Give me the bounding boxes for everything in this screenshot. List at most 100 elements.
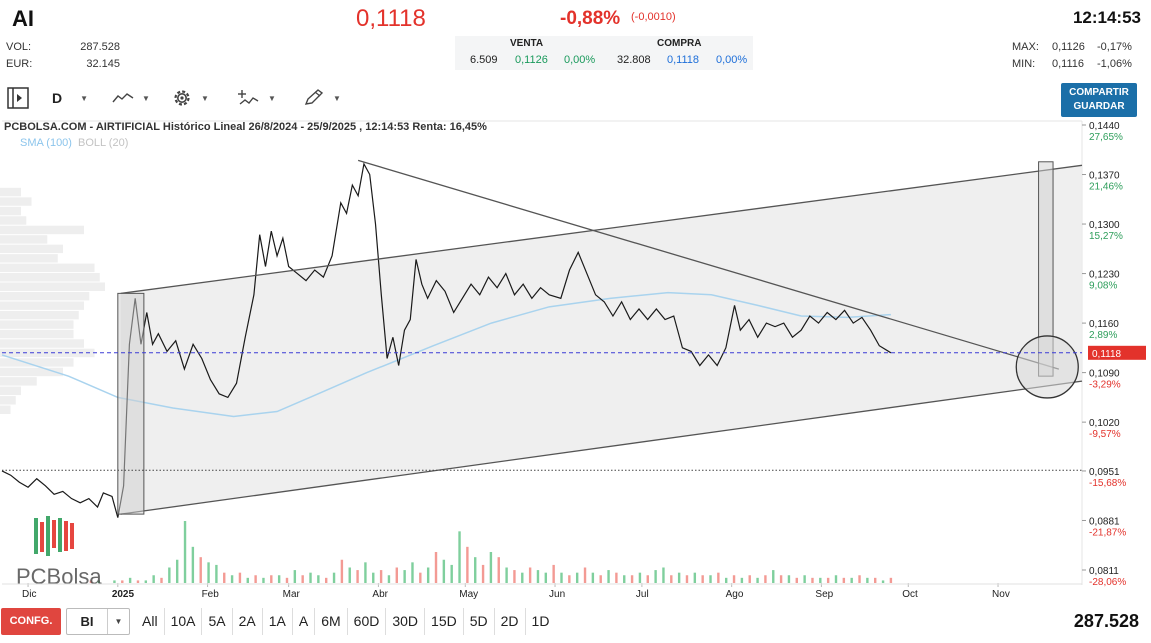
buy-price: 0,1118 bbox=[667, 54, 700, 66]
range-button-5d[interactable]: 5D bbox=[464, 608, 495, 635]
y-tick-percent: 15,27% bbox=[1089, 231, 1123, 242]
share-label: COMPARTIR bbox=[1069, 87, 1129, 98]
y-tick-price: 0,1300 bbox=[1089, 220, 1120, 231]
volume-bar bbox=[121, 580, 124, 583]
volume-bar bbox=[874, 577, 877, 583]
interval-select[interactable]: BI ▼ bbox=[66, 608, 130, 635]
volume-bar bbox=[340, 559, 344, 583]
volume-bar bbox=[638, 572, 642, 583]
volume-bar bbox=[748, 575, 751, 583]
channel-area bbox=[120, 165, 1082, 515]
watermark-candle bbox=[70, 523, 74, 549]
y-tick-percent: -3,29% bbox=[1089, 380, 1121, 391]
range-button-60d[interactable]: 60D bbox=[348, 608, 387, 635]
range-button-all[interactable]: All bbox=[136, 608, 165, 635]
drawing-tools-selector[interactable]: ▼ bbox=[303, 87, 341, 109]
chevron-down-icon: ▼ bbox=[333, 93, 341, 103]
line-chart-icon bbox=[112, 93, 134, 103]
volume-profile-bar bbox=[0, 244, 63, 254]
config-button[interactable]: CONFG. bbox=[1, 608, 61, 635]
min-percent: -1,06% bbox=[1097, 58, 1132, 70]
volume-bar bbox=[834, 575, 838, 583]
indicators-selector[interactable]: ▼ bbox=[238, 87, 276, 109]
volume-bar bbox=[364, 562, 367, 583]
volume-bar bbox=[858, 575, 861, 583]
volume-bar bbox=[575, 572, 579, 583]
x-tick-label: Feb bbox=[202, 589, 220, 600]
range-button-5a[interactable]: 5A bbox=[202, 608, 233, 635]
volume-bar bbox=[772, 570, 775, 583]
x-tick-label: Mar bbox=[283, 589, 301, 600]
volume-bar bbox=[293, 570, 297, 583]
max-percent: -0,17% bbox=[1097, 41, 1132, 53]
toggle-panel-button[interactable] bbox=[7, 87, 29, 109]
range-button-a[interactable]: A bbox=[293, 608, 316, 635]
change-percent: -0,88% bbox=[560, 8, 621, 29]
chevron-down-icon: ▼ bbox=[142, 93, 150, 103]
volume-bar bbox=[246, 577, 249, 583]
volume-bar bbox=[458, 531, 461, 583]
trend-channel bbox=[120, 165, 1082, 515]
volume-bar bbox=[270, 575, 273, 583]
price-line bbox=[1, 162, 892, 518]
range-button-30d[interactable]: 30D bbox=[386, 608, 426, 635]
volume-bar bbox=[544, 572, 548, 583]
volume-bar bbox=[356, 570, 359, 583]
volume-bar bbox=[144, 580, 148, 583]
volume-bar bbox=[599, 575, 602, 583]
volume-bar bbox=[489, 552, 493, 583]
volume-bar bbox=[175, 559, 179, 583]
range-button-10a[interactable]: 10A bbox=[165, 608, 203, 635]
range-button-2a[interactable]: 2A bbox=[233, 608, 263, 635]
volume-bar bbox=[630, 575, 634, 583]
volume-bar bbox=[466, 546, 469, 583]
range-button-2d[interactable]: 2D bbox=[495, 608, 526, 635]
volume-bar bbox=[560, 572, 563, 583]
y-tick-price: 0,1370 bbox=[1089, 171, 1120, 182]
range-button-1d[interactable]: 1D bbox=[531, 613, 550, 629]
volume-profile-bar bbox=[0, 396, 16, 405]
y-tick-percent: -15,68% bbox=[1089, 478, 1126, 489]
share-save-button[interactable]: COMPARTIR GUARDAR bbox=[1061, 83, 1137, 117]
y-tick-price: 0,1020 bbox=[1089, 418, 1120, 429]
boll-legend: BOLL (20) bbox=[78, 137, 129, 149]
watermark-candle bbox=[64, 521, 68, 551]
volume-bar bbox=[881, 580, 885, 583]
volume-bar bbox=[426, 567, 430, 583]
volume-profile-bar bbox=[0, 206, 21, 216]
y-tick-price: 0,1160 bbox=[1089, 319, 1119, 330]
volume-bar bbox=[646, 575, 649, 583]
y-tick-price: 0,0881 bbox=[1089, 516, 1120, 527]
volume-bar bbox=[701, 575, 704, 583]
volume-bar bbox=[411, 562, 414, 583]
x-tick-label: 2025 bbox=[112, 589, 135, 600]
range-button-6m[interactable]: 6M bbox=[315, 608, 348, 635]
x-tick-label: May bbox=[459, 589, 478, 600]
chart-type-selector[interactable]: ▼ bbox=[112, 87, 150, 109]
period-selector[interactable]: D ▼ bbox=[52, 87, 88, 109]
x-tick-label: Jul bbox=[636, 589, 649, 600]
volume-profile-bar bbox=[0, 320, 74, 329]
volume-profile-bar bbox=[0, 367, 63, 377]
channel-upper-line bbox=[120, 164, 1083, 295]
volume-bar bbox=[332, 572, 336, 583]
volume-bar bbox=[183, 521, 187, 583]
x-tick-label: Jun bbox=[549, 589, 565, 600]
volume-bar bbox=[536, 570, 540, 583]
range-button-15d[interactable]: 15D bbox=[425, 608, 464, 635]
sell-percent: 0,00% bbox=[564, 54, 596, 66]
volume-bar bbox=[128, 577, 132, 583]
volume-profile bbox=[0, 187, 105, 414]
watermark-candle bbox=[40, 522, 44, 552]
highlight-rectangle bbox=[117, 292, 145, 515]
range-button-1a[interactable]: 1A bbox=[263, 608, 293, 635]
save-label: GUARDAR bbox=[1073, 101, 1125, 112]
y-tick-price: 0,1440 bbox=[1089, 121, 1120, 132]
volume-bar bbox=[301, 575, 304, 583]
settings-selector[interactable]: ▼ bbox=[171, 87, 209, 109]
x-tick-label: Sep bbox=[815, 589, 833, 600]
volume-bar bbox=[803, 575, 806, 583]
min-label: MIN: bbox=[1012, 58, 1036, 70]
volume-bars bbox=[89, 521, 893, 583]
